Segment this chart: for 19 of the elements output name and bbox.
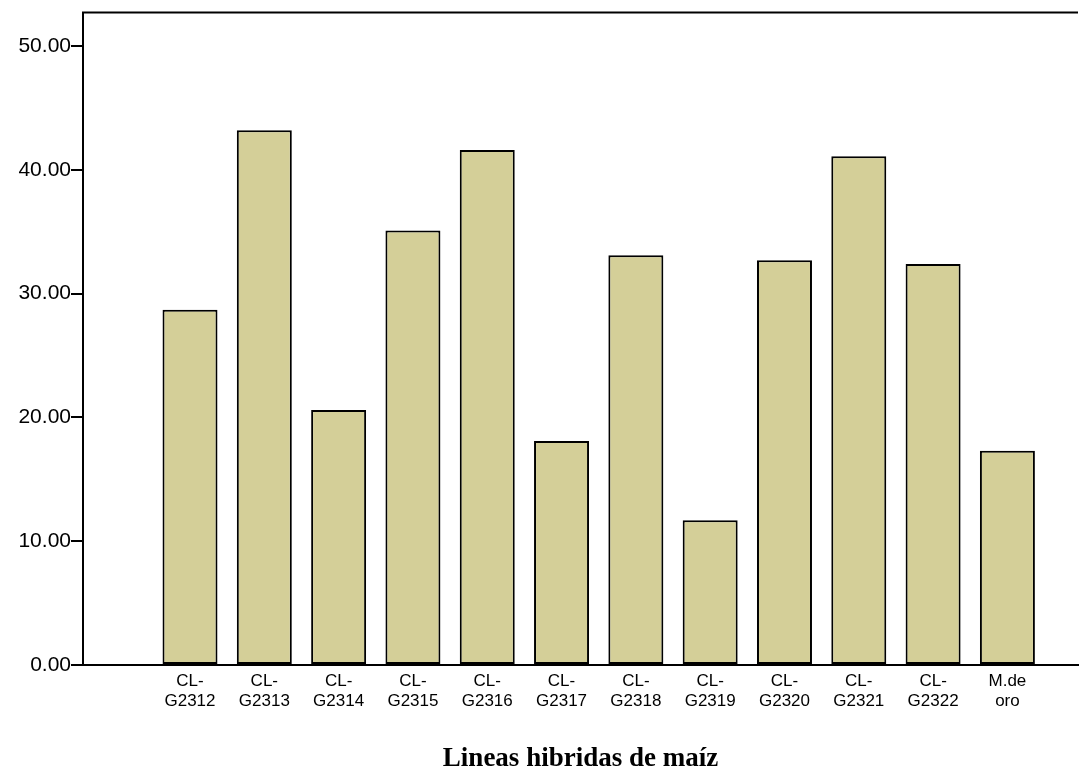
x-tick-label: CL- G2316 <box>461 670 513 711</box>
y-tick-label: 30.00 <box>18 280 71 304</box>
x-tick-label: CL- G2322 <box>907 670 959 711</box>
x-axis-title: Lineas hibridas de maíz <box>442 741 719 772</box>
y-tick-label: 10.00 <box>18 528 71 551</box>
x-tick-label: CL- G2319 <box>684 670 736 711</box>
y-tick-label: 20.00 <box>18 404 71 428</box>
x-tick-label: CL- G2314 <box>313 670 365 711</box>
x-tick-label: CL- G2321 <box>833 670 885 711</box>
x-tick-label: CL- G2318 <box>610 670 662 711</box>
x-tick-label: M.de oro <box>988 670 1027 711</box>
x-tick-label: CL- G2312 <box>164 670 216 711</box>
y-tick-label: 40.00 <box>18 156 71 180</box>
y-tick-label: 50.00 <box>18 32 71 56</box>
x-tick-label: CL- G2315 <box>387 670 439 711</box>
x-tick-label: CL- G2317 <box>536 670 588 711</box>
y-tick-label: 0.00 <box>30 651 71 675</box>
x-tick-label: CL- G2313 <box>238 670 290 711</box>
x-tick-label: CL- G2320 <box>758 670 810 711</box>
